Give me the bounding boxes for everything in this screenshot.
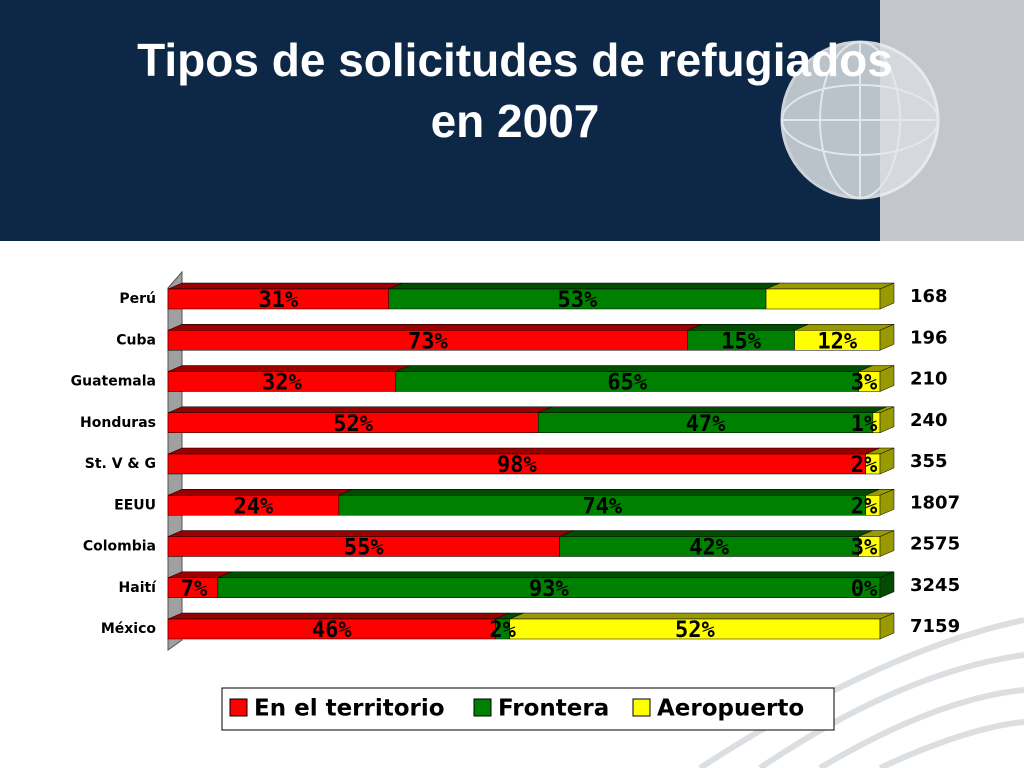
bar-side	[879, 323, 895, 351]
value-label: 31%	[258, 288, 298, 313]
bar-side	[879, 488, 895, 516]
legend-swatch	[473, 698, 492, 717]
bar-top	[765, 282, 895, 290]
value-label: 2%	[489, 618, 516, 643]
value-label: 2%	[851, 494, 878, 519]
category-label: St. V & G	[85, 456, 156, 472]
total-label: 2575	[910, 534, 960, 555]
category-label: Honduras	[80, 415, 156, 431]
category-label: Haití	[119, 580, 158, 596]
category-label: México	[101, 621, 157, 637]
value-label: 3%	[851, 371, 878, 396]
bar-side	[879, 406, 895, 434]
value-label: 98%	[497, 453, 537, 478]
legend-label: Frontera	[498, 696, 609, 722]
value-label: 1%	[851, 412, 878, 437]
value-label: 53%	[558, 288, 598, 313]
globe-lines	[781, 41, 939, 199]
value-label: 52%	[333, 412, 373, 437]
category-label: Colombia	[83, 539, 156, 555]
value-label: 47%	[686, 412, 726, 437]
total-label: 7159	[910, 616, 960, 637]
value-label: 12%	[817, 329, 857, 354]
bar-side	[879, 365, 895, 392]
total-label: 355	[910, 451, 948, 472]
legend-label: En el territorio	[254, 696, 445, 722]
category-label: Cuba	[116, 332, 156, 348]
value-label: 32%	[262, 371, 302, 396]
bar-side	[879, 282, 895, 310]
value-label: 65%	[607, 371, 647, 396]
value-label: 15%	[721, 329, 761, 354]
chart-title: Tipos de solicitudes de refugiados	[137, 34, 893, 86]
value-label: 0%	[851, 577, 878, 602]
value-label: 24%	[234, 494, 274, 519]
chart-title: en 2007	[431, 95, 600, 147]
category-label: EEUU	[114, 497, 156, 513]
category-label: Perú	[119, 291, 156, 307]
total-label: 168	[910, 286, 948, 307]
value-label: 52%	[675, 618, 715, 643]
legend-swatch	[229, 698, 248, 717]
legend-swatch	[632, 698, 651, 717]
value-label: 3%	[851, 536, 878, 561]
total-label: 210	[910, 369, 948, 390]
bar-segment	[765, 288, 881, 310]
total-label: 240	[910, 410, 948, 431]
value-label: 93%	[529, 577, 569, 602]
category-label: Guatemala	[71, 374, 156, 390]
decoration	[698, 617, 1024, 768]
legend-box	[221, 687, 835, 731]
bar-side	[879, 612, 895, 640]
total-label: 1807	[910, 492, 960, 513]
value-label: 2%	[851, 453, 878, 478]
value-label: 74%	[582, 494, 622, 519]
value-label: 7%	[181, 577, 208, 602]
legend-label: Aeropuerto	[657, 696, 804, 722]
value-label: 46%	[312, 618, 352, 643]
total-label: 3245	[910, 575, 960, 596]
value-label: 42%	[689, 536, 729, 561]
bar-side	[879, 571, 895, 599]
value-label: 73%	[408, 329, 448, 354]
total-label: 196	[910, 327, 948, 348]
value-label: 55%	[344, 536, 384, 561]
bar-side	[879, 530, 895, 557]
bar-side	[879, 447, 895, 475]
